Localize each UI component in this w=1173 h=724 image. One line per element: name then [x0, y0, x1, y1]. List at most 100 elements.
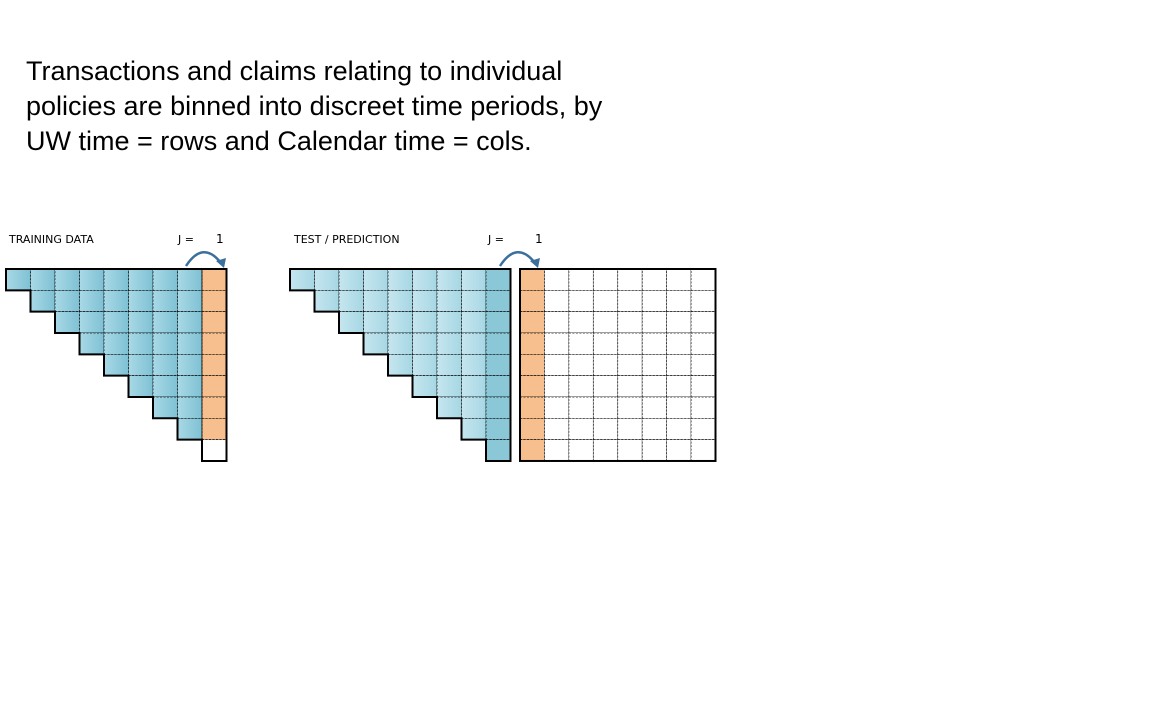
future-cell	[544, 332, 570, 355]
history-cell	[177, 268, 203, 291]
history-cell	[363, 332, 389, 355]
target-cell	[201, 375, 227, 398]
history-cell	[79, 332, 105, 355]
future-cell	[544, 353, 570, 377]
history-cell	[314, 289, 340, 313]
history-cell	[152, 311, 178, 334]
future-cell	[641, 396, 667, 419]
history-cell	[177, 289, 203, 313]
history-cell	[363, 268, 389, 291]
history-cell	[461, 417, 487, 440]
history-cell	[152, 375, 178, 398]
history-cell	[412, 332, 438, 355]
history-cell	[79, 311, 105, 334]
target-cell	[201, 311, 227, 334]
history-cell	[338, 268, 364, 291]
future-cell	[592, 353, 619, 377]
headline-line-2: policies are binned into discreet time p…	[26, 91, 603, 121]
future-cell	[617, 439, 643, 462]
headline-line-3: UW time = rows and Calendar time = cols.	[26, 126, 532, 156]
future-cell	[666, 417, 692, 440]
future-cell	[617, 289, 643, 313]
target-cell	[201, 268, 227, 291]
future-cell	[592, 396, 619, 419]
test-shift-arrow-icon	[498, 251, 536, 267]
future-cell	[641, 353, 667, 377]
history-cell	[128, 353, 154, 377]
target-cell	[485, 417, 511, 440]
history-cell	[103, 353, 129, 377]
triangle-outline	[5, 268, 228, 462]
future-cell	[592, 439, 619, 462]
history-cell	[461, 289, 487, 313]
predicted-cell	[519, 289, 545, 313]
future-cell	[568, 332, 594, 355]
history-cell	[177, 375, 203, 398]
history-cell	[152, 332, 178, 355]
future-cell	[690, 311, 716, 334]
predicted-cell	[519, 311, 545, 334]
future-cell	[641, 289, 667, 313]
training-arrow-head-icon	[216, 258, 226, 268]
test-j-label: J =	[487, 233, 504, 246]
training-shift-arrow-icon	[184, 251, 222, 267]
history-cell	[79, 268, 105, 291]
target-cell	[201, 417, 227, 440]
future-cell	[690, 396, 716, 419]
history-cell	[152, 268, 178, 291]
history-cell	[436, 396, 462, 419]
history-cell	[128, 268, 154, 291]
history-cell	[436, 332, 462, 355]
target-cell	[201, 396, 227, 419]
history-cell	[387, 332, 413, 355]
future-cell	[568, 375, 594, 398]
history-cell	[387, 353, 413, 377]
future-cell	[568, 439, 594, 462]
triangle-outline	[289, 268, 512, 462]
headline-line-1: Transactions and claims relating to indi…	[26, 56, 563, 86]
future-cell	[544, 396, 570, 419]
history-cell	[461, 375, 487, 398]
future-cell	[641, 332, 667, 355]
history-cell	[387, 311, 413, 334]
predicted-cell	[519, 417, 545, 440]
history-cell	[436, 268, 462, 291]
future-cell	[666, 375, 692, 398]
future-cell	[666, 289, 692, 313]
history-cell	[54, 289, 80, 313]
target-cell	[485, 311, 511, 334]
future-cell	[666, 268, 692, 291]
history-cell	[128, 289, 154, 313]
history-cell	[436, 353, 462, 377]
history-cell	[412, 289, 438, 313]
prediction-outline	[519, 268, 717, 462]
history-cell	[79, 289, 105, 313]
predicted-cell	[519, 332, 545, 355]
future-cell	[592, 311, 619, 334]
history-cell	[128, 332, 154, 355]
history-cell	[461, 396, 487, 419]
history-cell	[5, 268, 31, 291]
future-cell	[641, 439, 667, 462]
training-panel: TRAINING DATA J = 1	[5, 232, 228, 462]
history-cell	[30, 268, 56, 291]
history-cell	[461, 353, 487, 377]
future-cell	[592, 332, 619, 355]
future-cell	[690, 332, 716, 355]
future-cell	[544, 439, 570, 462]
history-cell	[177, 311, 203, 334]
target-cell	[485, 396, 511, 419]
future-cell	[666, 332, 692, 355]
future-cell	[544, 417, 570, 440]
test-arrow-head-icon	[530, 258, 540, 268]
future-cell	[617, 311, 643, 334]
predicted-cell	[519, 375, 545, 398]
future-cell	[641, 417, 667, 440]
history-cell	[30, 289, 56, 313]
future-cell	[690, 268, 716, 291]
target-cell	[201, 439, 227, 462]
test-grid	[289, 268, 512, 462]
future-cell	[617, 375, 643, 398]
target-cell	[485, 375, 511, 398]
